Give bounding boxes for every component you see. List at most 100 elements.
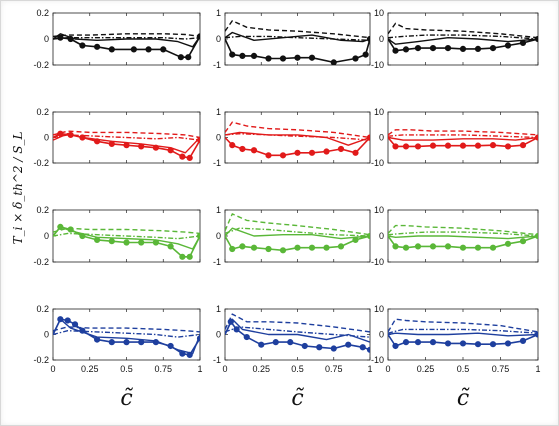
panel-r1-c3: 10 0 -10 [371, 8, 539, 70]
data-point [196, 33, 200, 40]
data-point [359, 344, 366, 351]
x-tick-label: 0.5 [457, 364, 470, 374]
axes-box [387, 111, 539, 164]
data-point [196, 136, 200, 144]
y-tick-label: 10 [374, 8, 384, 18]
data-point [301, 342, 308, 350]
data-point [345, 341, 352, 348]
data-point [279, 247, 287, 254]
data-point [414, 45, 422, 52]
data-point [71, 321, 79, 328]
y-tick-label: 0.2 [36, 304, 49, 314]
data-point [94, 236, 101, 243]
data-point [489, 142, 497, 149]
data-point [239, 243, 246, 250]
y-tick-label: 0 [379, 231, 384, 241]
data-point [167, 342, 174, 350]
series-line-solid [225, 318, 370, 343]
data-point [519, 238, 527, 245]
panel-r1-c2: 1 0 -1 [213, 8, 371, 70]
data-point [444, 340, 452, 347]
y-tick-label: -0.2 [33, 355, 49, 365]
data-point [123, 239, 130, 246]
data-point [145, 46, 152, 53]
data-point [414, 339, 422, 346]
data-point [402, 339, 410, 346]
series-line-dash-dot [388, 328, 538, 334]
data-point [79, 232, 86, 240]
data-point [337, 145, 345, 153]
y-tick-label: 1 [216, 205, 221, 215]
data-point [459, 45, 467, 52]
data-point [489, 341, 497, 348]
data-point [294, 149, 301, 156]
data-point [402, 46, 410, 53]
data-point [152, 239, 159, 246]
data-point [474, 341, 482, 348]
series-line-dashed [53, 227, 200, 235]
data-point [227, 318, 234, 325]
data-point [392, 243, 399, 250]
axes-box [224, 209, 371, 263]
y-tick-label: 0 [44, 231, 49, 241]
data-point [308, 244, 316, 251]
x-tick-label: 0 [385, 364, 390, 374]
data-point [366, 35, 370, 43]
data-point [123, 339, 130, 346]
series-line-solid [388, 37, 538, 45]
series-line-dashed [53, 326, 200, 333]
data-point [138, 239, 145, 246]
data-point [352, 55, 359, 62]
data-point [152, 144, 159, 151]
data-point [67, 35, 74, 43]
data-point [519, 337, 527, 344]
data-point [130, 46, 137, 53]
y-tick-label: 0 [216, 133, 221, 143]
x-tick-label: 0.25 [252, 364, 270, 374]
data-point [519, 142, 527, 149]
data-point [186, 253, 193, 260]
data-point [366, 134, 370, 141]
series-line-dash-dot [53, 232, 200, 240]
data-point [429, 142, 437, 149]
data-point [229, 142, 236, 149]
series-line-dash-dot [388, 34, 538, 40]
y-tick-label: -10 [371, 355, 384, 365]
series-line-solid [388, 332, 538, 337]
axes-box [52, 308, 201, 361]
data-point [429, 243, 437, 250]
series-line-dashed [388, 22, 538, 39]
data-point [294, 244, 301, 251]
data-point [489, 244, 497, 251]
data-point [279, 152, 287, 159]
data-point [152, 339, 159, 346]
data-point [287, 339, 294, 346]
data-point [519, 39, 527, 47]
y-tick-label: 0 [44, 330, 49, 340]
data-point [330, 59, 337, 65]
data-point [265, 55, 272, 62]
data-point [108, 46, 115, 53]
y-axis-label: T_i × δ_th^2 / S_L [11, 132, 25, 245]
data-point [123, 142, 130, 149]
data-point [534, 232, 538, 240]
y-tick-label: 1 [216, 8, 221, 18]
panel-r4-c3: 100-100 0.25 0.5 0.75 1 [371, 304, 541, 374]
data-point [108, 238, 115, 245]
data-point [323, 148, 330, 155]
data-point [459, 142, 467, 149]
x-tick-label: 0 [50, 364, 55, 374]
series-line-dash-dot [388, 231, 538, 237]
data-point [179, 253, 186, 260]
series-line-dashed [388, 129, 538, 136]
data-point [265, 245, 272, 253]
data-point [94, 336, 101, 343]
series-line-dashed [53, 33, 200, 38]
series-line-dash-dot [388, 134, 538, 139]
y-tick-label: 0 [216, 34, 221, 44]
panel-r2-c3: 10 0 -10 [371, 107, 539, 168]
x-tick-label: 0.25 [417, 364, 435, 374]
data-point [429, 339, 437, 346]
data-point [138, 339, 145, 346]
